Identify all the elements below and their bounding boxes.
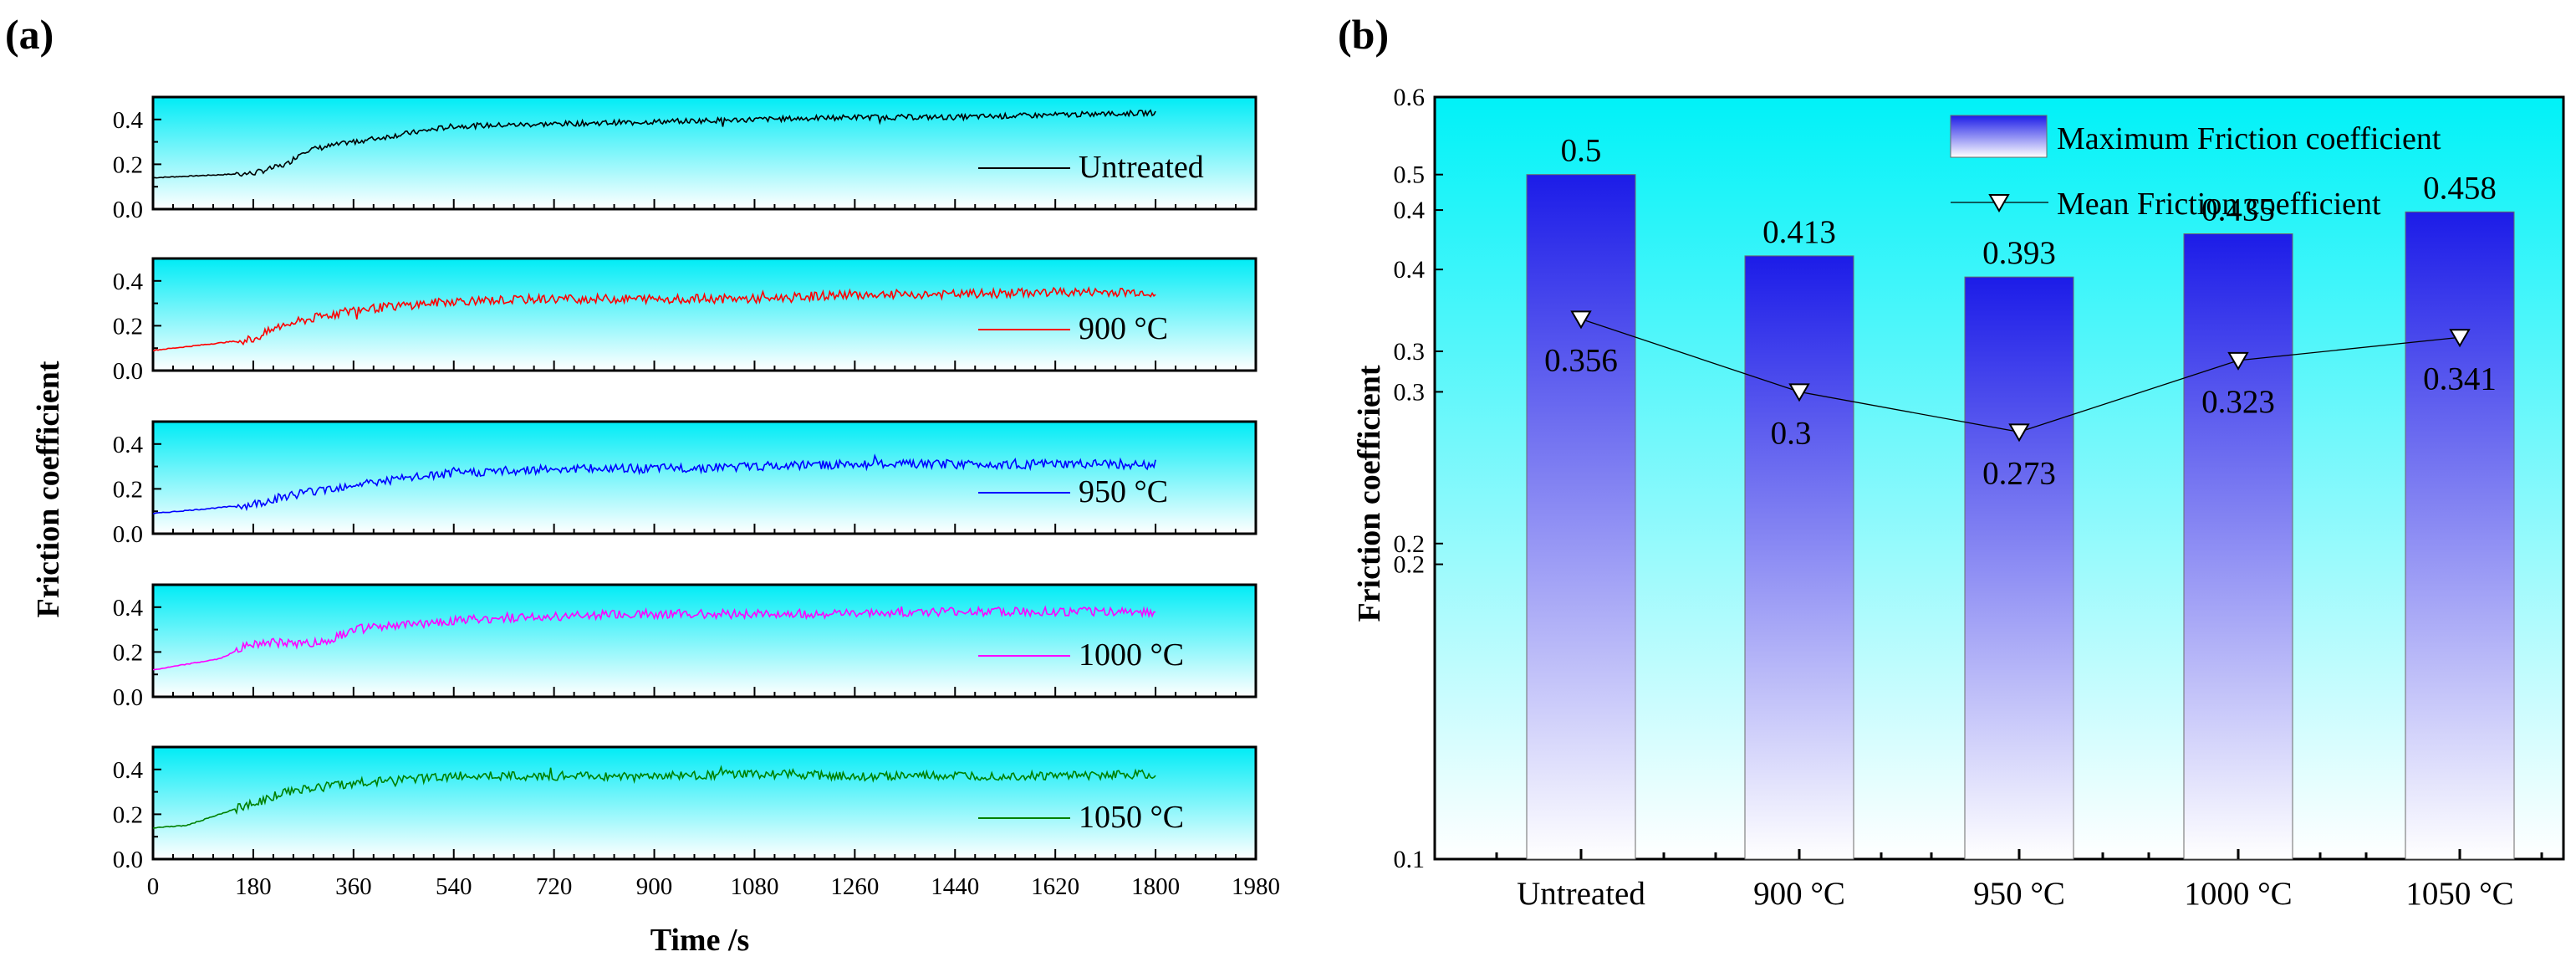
bar-value-label: 0.413 — [1762, 214, 1836, 250]
subplot-frame — [151, 420, 1257, 535]
mean-value-label: 0.273 — [1982, 455, 2056, 491]
category-label: 900 °C — [1753, 876, 1845, 912]
y-tick-label: 0.0 — [113, 847, 143, 873]
y-tick-label: 0.4 — [113, 432, 144, 458]
mean-marker — [2227, 351, 2249, 371]
panel-b-letter: (b) — [1338, 11, 1389, 58]
legend-label-max: Maximum Friction coefficient — [2057, 121, 2441, 156]
mean-marker — [1570, 310, 1592, 330]
bar-value-label: 0.393 — [1982, 235, 2056, 271]
x-tick-label: 1260 — [830, 873, 879, 900]
y-tick-label: 0.4 — [113, 107, 144, 134]
y-tick-label: 0.5 — [1394, 161, 1426, 189]
subplot-2: 0.0 0.2 0.4 900 °C — [113, 257, 1257, 385]
series-line — [153, 605, 1156, 671]
x-tick-label: 540 — [436, 873, 472, 900]
mean-value-label: 0.341 — [2423, 361, 2497, 397]
x-tick-label: 180 — [235, 873, 272, 900]
legend-label: 1000 °C — [1079, 637, 1184, 673]
legend-label: 900 °C — [1079, 311, 1168, 346]
y-tick-label: 0.2 — [113, 639, 143, 666]
category-label: Untreated — [1517, 876, 1645, 912]
subplot-4: 0.0 0.2 0.4 1000 °C — [113, 583, 1257, 711]
x-tick-label: 720 — [536, 873, 573, 900]
bar — [1526, 174, 1636, 860]
legend-label: 1050 °C — [1079, 800, 1184, 835]
y-tick-label: 0.0 — [113, 521, 143, 548]
y-tick-label: 0.4 — [113, 757, 144, 784]
panel-b-y-axis-title: Friction coefficient — [1352, 365, 1387, 622]
x-tick-label: 1440 — [931, 873, 979, 900]
y-tick-label: 0.4 — [1394, 256, 1426, 284]
legend-label: 950 °C — [1079, 474, 1168, 509]
mean-value-label: 0.323 — [2201, 384, 2275, 420]
subplot-1: 0.0 0.2 0.4 Untreated — [113, 95, 1257, 223]
subplot-frame — [151, 583, 1257, 698]
mean-marker — [2449, 329, 2471, 348]
y-tick-label: 0.2 — [1394, 551, 1426, 579]
bar-value-label: 0.5 — [1561, 133, 1602, 169]
panel-a-x-axis-title: Time /s — [650, 923, 750, 958]
series-line — [152, 109, 1156, 179]
subplot-frame — [151, 745, 1257, 861]
panel-a-y-axis-title: Friction coefficient — [31, 361, 66, 617]
subplot-5: 0.0 0.2 0.4 1050 °C — [113, 745, 1257, 873]
x-tick-label: 1800 — [1131, 873, 1180, 900]
legend-swatch-marker — [1988, 194, 2010, 212]
y-tick-label: 0.2 — [113, 476, 143, 503]
x-tick-label: 1080 — [730, 873, 778, 900]
series-line — [152, 765, 1156, 829]
bar — [1744, 255, 1854, 860]
y-tick-label: 0.2 — [113, 801, 143, 828]
panel-a-letter: (a) — [5, 11, 54, 58]
y-tick-label: 0.4 — [1394, 197, 1426, 224]
legend-swatch-bar — [1950, 115, 2048, 158]
y-tick-label: 0.4 — [113, 269, 144, 295]
y-tick-label: 0.4 — [113, 595, 144, 622]
bar — [2183, 233, 2293, 860]
y-tick-label: 0.0 — [113, 197, 143, 223]
x-tick-label: 0 — [147, 873, 160, 900]
x-tick-label: 1980 — [1232, 873, 1280, 900]
subplot-frame — [151, 95, 1257, 211]
category-label: 950 °C — [1973, 876, 2065, 912]
y-tick-label: 0.1 — [1394, 846, 1426, 873]
category-label: 1000 °C — [2184, 876, 2292, 912]
bar — [1964, 276, 2074, 860]
bar — [2405, 211, 2515, 860]
x-tick-label: 360 — [335, 873, 372, 900]
y-tick-label: 0.2 — [113, 313, 143, 340]
y-tick-label: 0.2 — [113, 151, 143, 178]
series-line — [152, 285, 1156, 352]
x-tick-label: 1620 — [1031, 873, 1079, 900]
bar-value-label: 0.435 — [2201, 192, 2275, 228]
mean-marker — [2008, 423, 2030, 443]
bar-value-label: 0.458 — [2423, 170, 2497, 206]
subplot-3: 0.0 0.2 0.4 950 °C — [113, 420, 1257, 548]
series-line — [152, 453, 1156, 514]
mean-value-label: 0.3 — [1771, 415, 1812, 451]
panel-b-plot-area: 0.1 0.20.2 0.3 0.3 0.4 0.4 0.5 0.6 0.5 0.413 0.393… — [1394, 84, 2565, 912]
y-tick-label: 0.3 — [1394, 378, 1426, 406]
y-tick-label: 0.0 — [113, 358, 143, 385]
legend-label: Untreated — [1079, 150, 1204, 185]
y-tick-label: 0.6 — [1394, 84, 1426, 111]
category-label: 1050 °C — [2405, 876, 2513, 912]
x-tick-label: 900 — [636, 873, 673, 900]
mean-value-label: 0.356 — [1544, 342, 1618, 378]
y-tick-label: 0.3 — [1394, 338, 1426, 366]
y-tick-label: 0.0 — [113, 684, 143, 711]
legend-label-mean: Mean Friction coefficient — [2057, 187, 2381, 222]
mean-marker — [1788, 383, 1810, 402]
y-tick-label: 0.2 — [1394, 530, 1426, 558]
